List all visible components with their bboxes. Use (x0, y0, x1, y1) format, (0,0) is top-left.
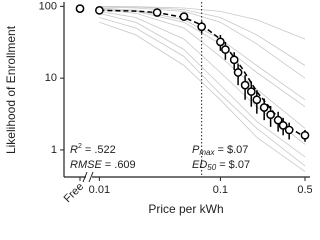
x-axis-label: Price per kWh (148, 202, 223, 216)
axis-break (82, 171, 88, 183)
data-point (197, 22, 207, 32)
individual-curve (99, 6, 306, 79)
annotation-subscript: max (199, 148, 215, 157)
x-tick-label: 0.1 (213, 184, 228, 196)
data-point (95, 5, 104, 15)
individual-curve (99, 21, 306, 172)
x-tick-label: 0.5 (297, 184, 312, 196)
data-point (216, 37, 225, 47)
annotation-text: = $.07 (219, 159, 250, 171)
data-point (284, 125, 294, 135)
data-point (221, 45, 230, 54)
axis-break (88, 171, 94, 183)
annotation-variable: R (70, 144, 78, 156)
annotation-variable: RMSE (70, 159, 102, 171)
annotation: Pmax = $.07 (192, 144, 248, 157)
data-point (75, 4, 85, 13)
data-point (300, 130, 310, 140)
y-axis-label: Likelihood of Enrollment (4, 25, 18, 154)
annotation: R2 = .522 (70, 143, 116, 156)
annotation-variable: P (192, 144, 200, 156)
data-point (252, 95, 262, 105)
x-tick-label: Free (62, 181, 86, 205)
annotation: ED50 = $.07 (192, 159, 250, 172)
chart: Likelihood of Enrollment Price per kWh 1… (4, 0, 312, 216)
annotation-text: = $.07 (217, 144, 248, 156)
data-point (179, 12, 189, 21)
annotation-text: = .609 (105, 159, 136, 171)
individual-curve (99, 12, 306, 158)
individual-curve (99, 17, 306, 167)
annotation-superscript: 2 (78, 143, 82, 150)
fit-line (99, 9, 306, 138)
annotation: RMSE = .609 (70, 159, 136, 171)
individual-curve (99, 6, 306, 40)
annotation-variable: ED (192, 159, 207, 171)
y-tick-label: 1 (51, 144, 57, 156)
data-point (266, 110, 275, 120)
data-point (240, 80, 250, 90)
data-point (273, 115, 283, 125)
data-point (152, 8, 162, 17)
data-point (259, 103, 269, 112)
data-point (229, 55, 239, 65)
y-tick-label: 100 (39, 0, 57, 12)
data-point (246, 87, 256, 96)
y-tick-label: 10 (45, 72, 57, 84)
data-point (278, 121, 288, 130)
x-tick-label: 0.01 (89, 184, 110, 196)
data-point (233, 68, 243, 77)
individual-curve (99, 9, 306, 129)
annotation-text: = .522 (85, 144, 116, 156)
annotation-subscript: 50 (207, 163, 216, 172)
